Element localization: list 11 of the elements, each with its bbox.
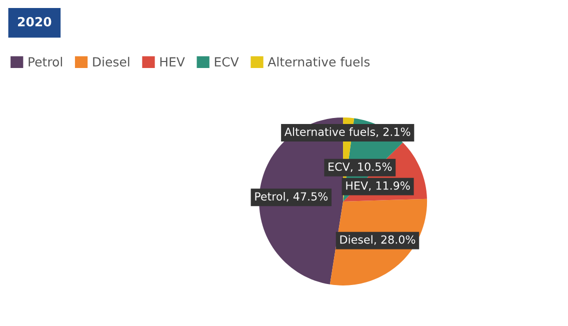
chart-title: 2020	[18, 16, 52, 26]
legend-label: Diesel	[93, 56, 130, 67]
data-label: ECV, 10.5%	[328, 162, 392, 172]
legend-label: ECV	[214, 57, 239, 67]
data-label: Diesel, 28.0%	[340, 235, 416, 245]
legend-label: HEV	[160, 57, 185, 66]
legend-label: Alternative fuels	[268, 56, 370, 67]
legend-label: Petrol	[28, 56, 62, 67]
data-label: HEV, 11.9%	[346, 181, 410, 191]
data-label: Petrol, 47.5%	[255, 192, 328, 202]
data-label: Alternative fuels, 2.1%	[284, 127, 410, 138]
